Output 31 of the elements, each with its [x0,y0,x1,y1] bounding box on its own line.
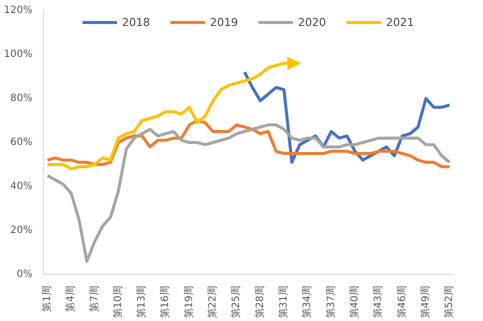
x-tick-label: 第31周 [277,285,290,318]
y-tick-label: 120% [4,5,33,16]
x-tick-label: 第34周 [301,285,314,318]
y-tick-label: 0% [16,269,33,280]
x-tick-label: 第1周 [40,285,53,312]
x-tick-label: 第40周 [348,285,360,318]
y-tick-label: 40% [10,181,33,192]
legend-label: 2020 [298,16,326,28]
x-tick-label: 第25周 [230,285,242,318]
x-tick-label: 第13周 [136,285,148,318]
x-tick-label: 第19周 [182,285,195,318]
x-tick-label: 第37周 [324,285,337,318]
x-tick-label: 第10周 [112,285,124,318]
y-tick-label: 80% [10,93,33,104]
x-tick-label: 第7周 [88,285,100,312]
x-tick-label: 第28周 [254,285,266,318]
x-tick-label: 第49周 [419,285,432,318]
y-tick-label: 20% [10,225,33,236]
y-tick-label: 100% [4,49,33,60]
legend-label: 2019 [210,16,238,28]
line-series [46,119,452,168]
x-tick-label: 第46周 [396,285,408,318]
y-tick-label: 60% [10,137,33,148]
line-series [46,123,452,263]
x-tick-label: 第52周 [443,285,456,318]
x-tick-label: 第4周 [64,285,77,312]
x-tick-label: 第43周 [372,285,384,318]
legend-label: 2021 [386,16,414,28]
x-tick-label: 第22周 [206,285,219,318]
legend-label: 2018 [122,16,150,28]
x-tick-label: 第16周 [159,285,172,318]
